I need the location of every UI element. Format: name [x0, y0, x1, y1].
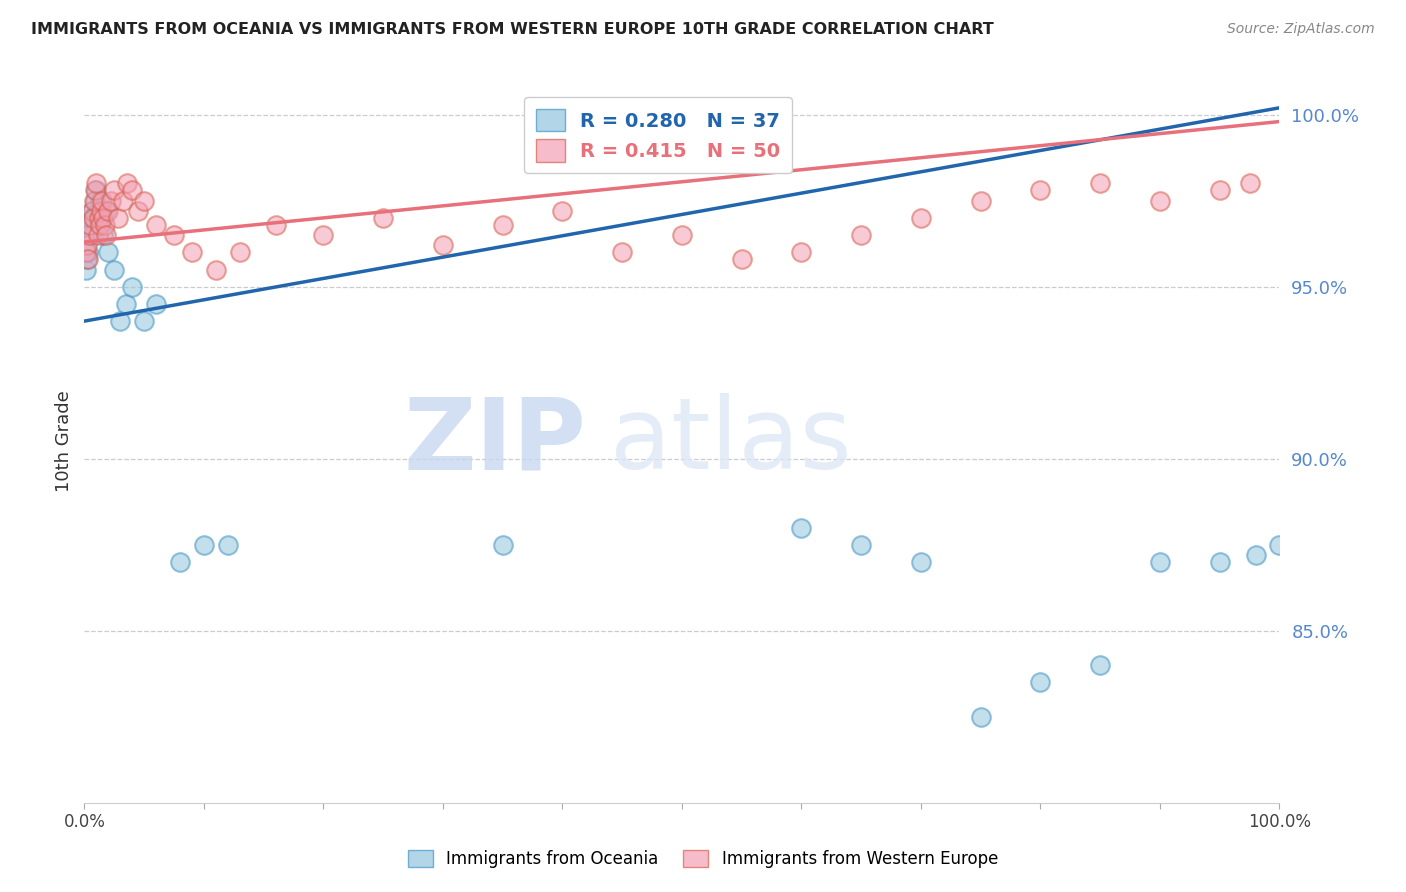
Legend: Immigrants from Oceania, Immigrants from Western Europe: Immigrants from Oceania, Immigrants from…: [401, 843, 1005, 875]
Point: [97, 204, 120, 219]
Point: [181, 245, 204, 260]
Point: [205, 262, 228, 277]
Point: [1029, 675, 1052, 690]
Point: [1090, 658, 1112, 673]
Point: [76, 252, 98, 267]
Point: [1029, 183, 1052, 197]
Point: [84, 194, 107, 208]
Point: [145, 297, 167, 311]
Point: [790, 520, 813, 534]
Point: [970, 194, 993, 208]
Point: [373, 211, 395, 225]
Point: [83, 211, 105, 225]
Text: Source: ZipAtlas.com: Source: ZipAtlas.com: [1227, 22, 1375, 37]
Point: [103, 183, 125, 197]
Point: [193, 538, 215, 552]
Point: [612, 245, 634, 260]
Point: [731, 252, 754, 267]
Point: [492, 218, 515, 232]
Point: [127, 204, 149, 219]
Point: [82, 211, 104, 225]
Point: [89, 194, 111, 208]
Point: [79, 218, 101, 232]
Point: [86, 204, 108, 219]
Point: [91, 194, 114, 208]
Point: [910, 211, 932, 225]
Point: [1268, 538, 1291, 552]
Point: [1209, 183, 1232, 197]
Point: [86, 228, 108, 243]
Point: [86, 183, 108, 197]
Point: [94, 204, 117, 219]
Text: IMMIGRANTS FROM OCEANIA VS IMMIGRANTS FROM WESTERN EUROPE 10TH GRADE CORRELATION: IMMIGRANTS FROM OCEANIA VS IMMIGRANTS FR…: [31, 22, 994, 37]
Point: [671, 228, 693, 243]
Point: [100, 194, 122, 208]
Point: [75, 245, 97, 260]
Point: [83, 194, 105, 208]
Point: [1244, 548, 1267, 562]
Point: [82, 228, 104, 243]
Point: [1239, 177, 1261, 191]
Point: [432, 238, 454, 252]
Point: [169, 555, 191, 569]
Point: [91, 211, 114, 225]
Point: [132, 314, 156, 328]
Point: [1209, 555, 1232, 569]
Point: [86, 177, 108, 191]
Point: [163, 228, 186, 243]
Text: ZIP: ZIP: [404, 393, 586, 490]
Point: [80, 204, 103, 219]
Point: [97, 245, 120, 260]
Point: [77, 218, 100, 232]
Point: [217, 538, 239, 552]
Point: [84, 183, 107, 197]
Point: [1149, 194, 1171, 208]
Point: [75, 262, 97, 277]
Point: [790, 245, 813, 260]
Point: [117, 177, 139, 191]
Text: atlas: atlas: [610, 393, 852, 490]
Point: [551, 204, 574, 219]
Point: [93, 211, 115, 225]
Point: [94, 228, 117, 243]
Point: [77, 252, 100, 267]
Point: [851, 538, 873, 552]
Point: [851, 228, 873, 243]
Point: [87, 218, 110, 232]
Point: [103, 262, 125, 277]
Point: [89, 218, 111, 232]
Point: [121, 279, 143, 293]
Y-axis label: 10th Grade: 10th Grade: [55, 391, 73, 492]
Point: [77, 245, 100, 260]
Legend: R = 0.280   N = 37, R = 0.415   N = 50: R = 0.280 N = 37, R = 0.415 N = 50: [524, 97, 792, 173]
Point: [264, 218, 287, 232]
Point: [110, 314, 132, 328]
Point: [121, 183, 143, 197]
Point: [76, 238, 98, 252]
Point: [492, 538, 515, 552]
Point: [80, 204, 103, 219]
Point: [93, 218, 115, 232]
Point: [90, 204, 112, 219]
Point: [1090, 177, 1112, 191]
Point: [79, 211, 101, 225]
Point: [107, 211, 129, 225]
Point: [115, 297, 138, 311]
Point: [910, 555, 932, 569]
Point: [229, 245, 252, 260]
Point: [132, 194, 156, 208]
Point: [111, 194, 134, 208]
Point: [93, 228, 115, 243]
Point: [145, 218, 167, 232]
Point: [970, 710, 993, 724]
Point: [87, 211, 110, 225]
Point: [77, 228, 100, 243]
Point: [312, 228, 335, 243]
Point: [1149, 555, 1171, 569]
